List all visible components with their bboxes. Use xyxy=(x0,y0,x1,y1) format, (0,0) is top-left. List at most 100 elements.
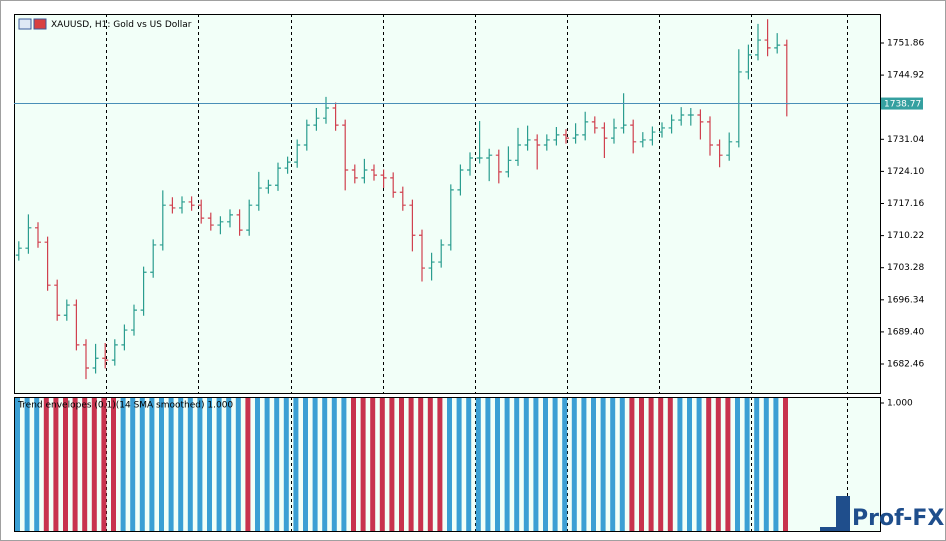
indicator-bar xyxy=(111,398,116,531)
indicator-bar xyxy=(687,398,692,531)
ohlc-bar xyxy=(63,299,70,321)
indicator-bar xyxy=(322,398,328,531)
ohlc-bar xyxy=(764,19,771,57)
indicator-bar xyxy=(216,398,222,531)
ohlc-bar xyxy=(524,125,531,151)
ohlc-bar xyxy=(121,324,128,351)
ohlc-bar xyxy=(207,212,214,231)
indicator-bar xyxy=(120,398,126,531)
ohlc-bar xyxy=(390,172,397,198)
ohlc-bar xyxy=(275,162,281,191)
indicator-bar xyxy=(744,398,750,531)
price-bars xyxy=(15,19,790,380)
ohlc-bar xyxy=(265,179,272,194)
indicator-bar xyxy=(274,398,280,531)
ohlc-bar xyxy=(428,252,435,281)
ohlc-bar xyxy=(294,139,301,168)
y-tick-label: 1717.16 xyxy=(887,199,924,209)
indicator-bar xyxy=(331,398,337,531)
ohlc-bar xyxy=(371,164,377,181)
ohlc-bar xyxy=(659,122,665,138)
indicator-bar xyxy=(408,398,414,531)
indicator-bar xyxy=(639,398,644,531)
indicator-bar xyxy=(34,398,40,531)
ohlc-bar xyxy=(332,102,339,131)
indicator-bar xyxy=(571,398,577,531)
ohlc-bar xyxy=(159,190,166,251)
ohlc-bar xyxy=(495,149,502,184)
ohlc-bar xyxy=(543,134,550,151)
ohlc-bar xyxy=(774,33,781,54)
y-tick-label: 1751.86 xyxy=(887,39,924,49)
indicator-bar xyxy=(293,398,299,531)
ohlc-bar xyxy=(83,339,89,380)
ohlc-bar xyxy=(342,119,349,191)
ohlc-bar xyxy=(198,199,205,224)
indicator-bar xyxy=(543,398,548,531)
indicator-bar xyxy=(370,398,376,531)
ohlc-bar xyxy=(102,343,109,369)
logo-mark xyxy=(836,496,850,530)
brand-logo: Prof-FX xyxy=(820,496,944,531)
ohlc-bar xyxy=(486,148,493,182)
ohlc-bar xyxy=(572,123,579,144)
ohlc-bar xyxy=(534,134,541,170)
indicator-bar xyxy=(485,398,491,531)
y-tick-label: 1682.46 xyxy=(887,359,924,369)
ohlc-bar xyxy=(735,49,742,148)
ohlc-bar xyxy=(620,93,627,134)
indicator-bar xyxy=(264,398,270,531)
indicator-bar xyxy=(63,398,68,531)
indicator-bar xyxy=(341,398,347,531)
indicator-bar xyxy=(312,398,318,531)
indicator-bar xyxy=(773,398,779,531)
indicator-bar xyxy=(427,398,433,531)
ohlc-bar xyxy=(611,118,617,144)
ohlc-bar xyxy=(726,132,733,161)
indicator-bar xyxy=(418,398,424,531)
indicator-bars xyxy=(15,398,788,531)
y-tick-label: 1744.92 xyxy=(887,71,924,81)
ohlc-bar xyxy=(255,171,262,211)
ohlc-bar xyxy=(303,119,310,151)
indicator-bar xyxy=(447,398,452,531)
ohlc-bar xyxy=(169,197,176,214)
indicator-bar xyxy=(437,398,443,531)
indicator-bar xyxy=(255,398,260,531)
y-tick-label: 1696.34 xyxy=(887,295,924,305)
indicator-bar xyxy=(610,398,616,531)
indicator-bar xyxy=(466,398,472,531)
indicator-bar xyxy=(149,398,155,531)
indicator-bar xyxy=(754,398,760,531)
indicator-bar xyxy=(187,398,193,531)
ohlc-bar xyxy=(313,108,320,131)
ohlc-bar xyxy=(649,126,656,146)
indicator-bar xyxy=(475,398,481,531)
indicator-bar xyxy=(581,398,587,531)
indicator-bar xyxy=(735,398,740,531)
ohlc-bar xyxy=(399,186,406,211)
icon xyxy=(18,18,32,30)
ohlc-bar xyxy=(361,158,368,184)
price-label: 1738.77 xyxy=(884,100,921,110)
y-tick-label: 1724.10 xyxy=(887,167,924,177)
indicator-bar xyxy=(523,398,529,531)
ohlc-bar xyxy=(15,241,22,261)
indicator-bar xyxy=(619,398,625,531)
ohlc-bar xyxy=(678,107,685,126)
ohlc-bar xyxy=(179,196,185,214)
ohlc-bar xyxy=(140,266,147,316)
indicator-bar xyxy=(658,398,664,531)
ohlc-bar xyxy=(476,120,483,164)
indicator-bar xyxy=(783,398,788,531)
ohlc-bar xyxy=(409,199,416,252)
indicator-bar xyxy=(600,398,606,531)
ohlc-bar xyxy=(236,209,243,236)
ohlc-bar xyxy=(92,343,99,374)
price-panel xyxy=(14,14,881,394)
indicator-bar xyxy=(399,398,404,531)
indicator-bar xyxy=(303,398,308,531)
ohlc-bar xyxy=(284,156,291,174)
ohlc-bar xyxy=(227,209,233,228)
